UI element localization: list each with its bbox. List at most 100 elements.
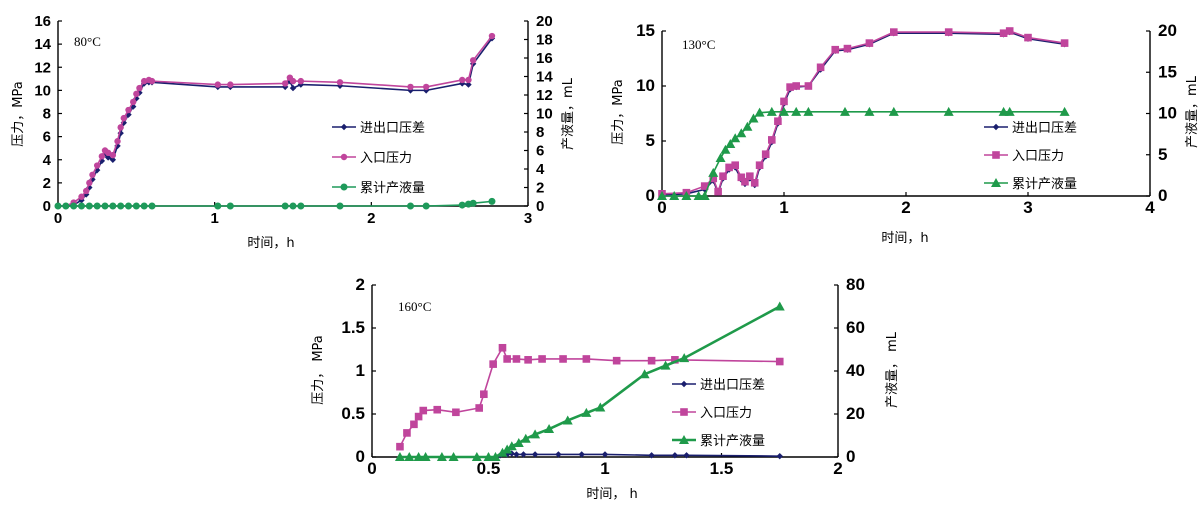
data-point [281,80,289,87]
y2-axis-label: 产液量，mL [561,77,576,150]
legend-item: 累计产液量 [984,177,1077,192]
y-tick-label: 2 [43,175,51,192]
data-point [660,360,671,370]
data-point [404,452,415,461]
data-point [725,139,736,149]
data-point [488,32,496,40]
legend-label: 进出口压差 [360,121,425,136]
series-累计产液量 [394,301,785,461]
data-point [289,77,297,85]
data-point [639,369,650,379]
data-point [700,182,709,190]
y-tick-label: 6 [43,129,51,146]
data-point [578,451,585,458]
data-point [719,172,727,180]
y-axis-label: 压力， MPa [311,335,326,405]
data-point [792,82,800,90]
data-point [714,187,722,196]
y2-axis-label: 产液量， mL [885,331,900,408]
data-point [465,81,472,88]
data-point [601,451,609,458]
y2-tick-label: 40 [846,361,865,380]
y-tick-label: 10 [34,82,51,99]
x-tick-label: 2 [833,459,842,478]
data-point [93,162,101,169]
legend-marker [340,153,348,161]
data-point [83,191,90,198]
data-point [488,197,496,205]
temperature-annotation: 80°C [74,34,101,49]
data-point [93,166,101,174]
data-point [297,202,305,210]
data-point [503,355,511,363]
data-point [559,355,567,363]
data-point [520,451,527,458]
x-tick-label: 3 [1023,198,1032,217]
data-point [513,438,524,448]
data-point [498,343,507,352]
y2-tick-label: 14 [536,69,553,86]
data-point [114,138,121,145]
data-point [555,451,562,458]
data-point [489,360,497,368]
y-tick-label: 8 [43,106,51,123]
x-tick-label: 2 [367,210,375,227]
data-point [731,161,739,169]
data-point [420,452,431,461]
legend-label: 进出口压差 [700,378,765,393]
data-point [101,150,109,158]
data-point [679,353,690,363]
data-point [407,83,414,91]
data-point [140,202,148,210]
data-point [582,355,591,363]
data-point [843,44,852,53]
data-point [538,355,546,363]
y2-tick-label: 8 [536,124,544,141]
y-tick-label: 12 [34,59,51,76]
series-累计产液量 [657,106,1070,200]
series-line [500,452,780,457]
legend-label: 累计产液量 [360,181,425,196]
data-point [803,106,814,116]
data-point [999,29,1008,37]
data-point [132,202,140,210]
data-point [83,187,90,195]
data-point [98,157,106,165]
data-point [104,154,112,161]
data-point [581,407,592,417]
x-tick-label: 0 [657,198,666,217]
series-进出口压差 [54,35,496,210]
data-point [943,106,954,116]
data-point [737,173,746,182]
data-point [774,117,782,125]
data-point [742,121,753,131]
y-tick-label: 0.5 [341,404,365,423]
data-point [890,28,898,36]
chart-c1: 0 1 2 3024681012141602468101214161820时间，h压力… [11,13,576,251]
legend-marker [992,123,1000,131]
data-point [669,191,680,200]
data-point [289,84,297,92]
data-point [708,167,719,177]
series-入口压力 [658,27,1069,198]
y2-tick-label: 20 [846,404,865,423]
legend-label: 累计产液量 [700,434,765,449]
y-tick-label: 16 [34,13,51,30]
y2-tick-label: 20 [1158,21,1177,40]
series-入口压力 [54,32,496,210]
y-tick-label: 0 [356,447,365,466]
x-tick-label: 1 [210,210,218,227]
data-point [730,133,741,143]
data-point [831,45,840,54]
data-point [741,177,749,186]
legend-item: 进出口压差 [984,121,1077,136]
data-point [120,114,128,122]
y2-tick-label: 10 [1158,104,1177,123]
x-axis-label: 时间， h [586,487,637,502]
y-axis-label: 压力，MPa [11,81,26,146]
data-point [148,77,156,85]
x-tick-label: 4 [1145,198,1155,217]
data-point [109,156,117,163]
x-tick-label: 1 [779,198,788,217]
